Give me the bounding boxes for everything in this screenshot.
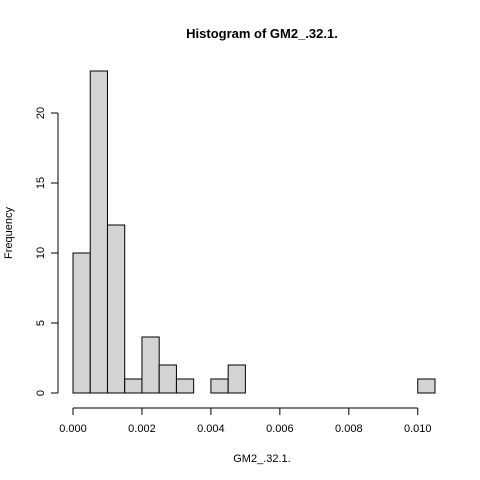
histogram-bar — [89, 70, 108, 394]
x-tick-label: 0.000 — [59, 423, 87, 435]
histogram-bar — [158, 364, 177, 394]
x-tick-label: 0.010 — [404, 423, 432, 435]
y-tick-label: 10 — [35, 247, 47, 259]
histogram-bar — [141, 336, 160, 394]
x-axis: 0.000 0.002 0.004 0.006 0.008 0.010 — [59, 407, 432, 435]
y-axis-label: Frequency — [3, 207, 15, 259]
histogram-bar — [106, 224, 126, 394]
y-axis: 0 5 10 15 20 — [35, 107, 59, 396]
x-tick-label: 0.004 — [197, 423, 225, 435]
bars-group — [72, 70, 436, 394]
y-tick-label: 20 — [35, 107, 47, 119]
histogram-bar — [417, 378, 436, 394]
histogram-bar — [72, 252, 91, 394]
x-tick-label: 0.006 — [266, 423, 294, 435]
histogram-bar — [175, 378, 195, 394]
y-tick-label: 15 — [35, 177, 47, 189]
x-tick-label: 0.008 — [335, 423, 363, 435]
histogram-bar — [227, 364, 246, 394]
x-axis-label: GM2_.32.1. — [233, 453, 290, 465]
x-tick-label: 0.002 — [128, 423, 156, 435]
histogram-bar — [210, 378, 229, 394]
histogram-bar — [124, 378, 143, 394]
y-tick-label: 5 — [35, 320, 47, 326]
chart-title: Histogram of GM2_.32.1. — [186, 26, 338, 41]
y-tick-label: 0 — [35, 390, 47, 396]
